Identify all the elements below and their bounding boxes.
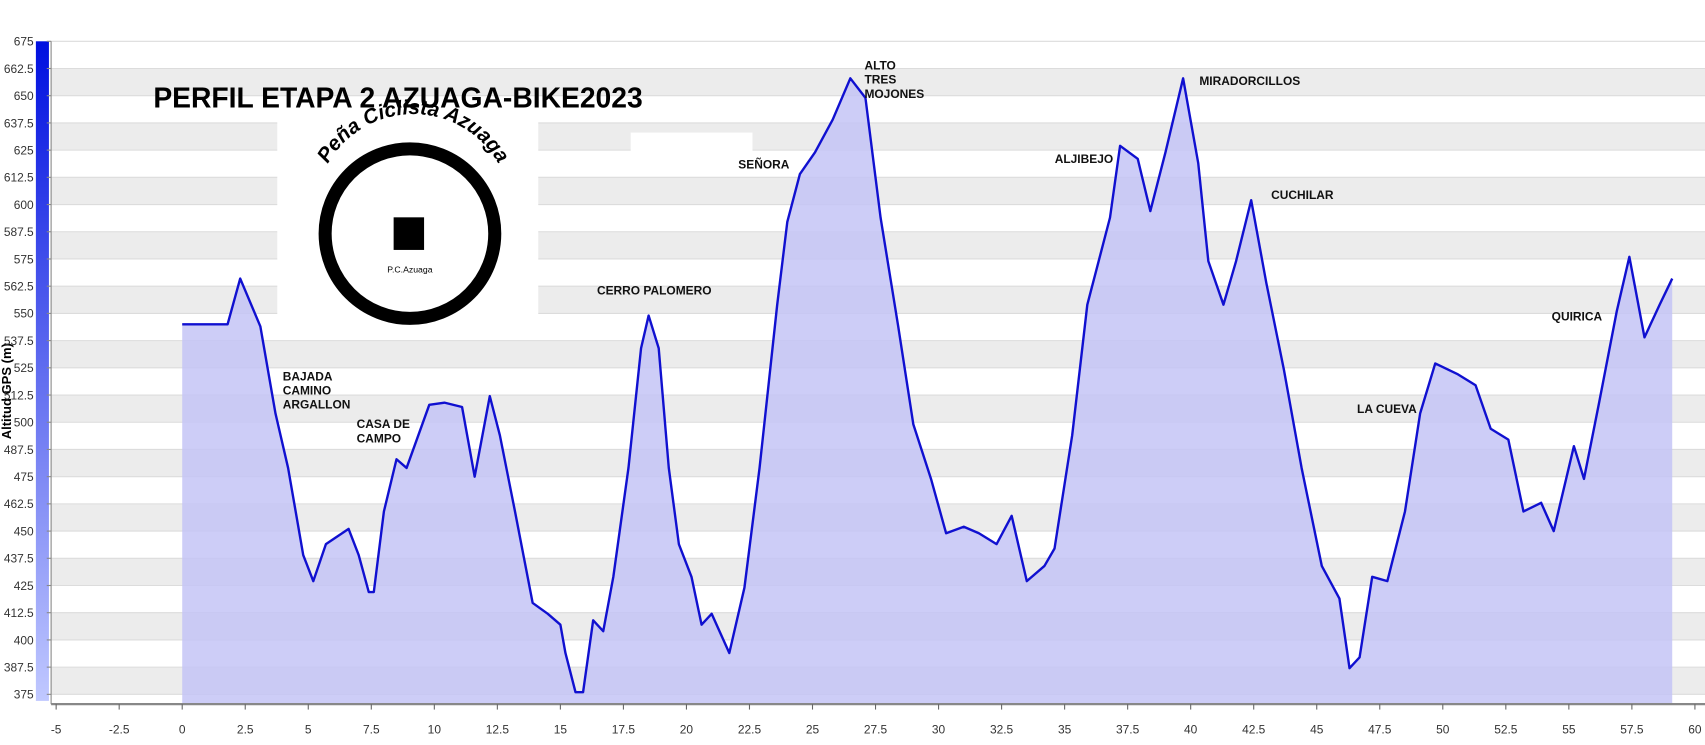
x-tick-label: 10 [428,722,442,736]
x-tick-label: 2.5 [237,722,254,736]
x-tick-label: 50 [1436,722,1450,736]
x-tick-label: 15 [554,722,568,736]
y-tick-label: 400 [14,633,34,647]
y-tick-label: 575 [14,252,34,266]
x-tick-label: 42.5 [1242,722,1266,736]
x-tick-label: 12.5 [486,722,510,736]
x-tick-label: 32.5 [990,722,1014,736]
x-tick-label: -2.5 [109,722,130,736]
y-tick-label: 450 [14,524,34,538]
y-tick-label: 412.5 [4,606,34,620]
annotation: SEÑORA [738,156,789,171]
y-tick-label: 487.5 [4,443,34,457]
annotation: ALTO [864,59,895,73]
y-tick-label: 650 [14,89,34,103]
y-tick-label: 537.5 [4,334,34,348]
blank-box [630,132,753,174]
x-tick-label: 52.5 [1494,722,1518,736]
annotation: LA CUEVA [1357,402,1417,416]
elevation-area [182,78,1673,705]
y-tick-label: 662.5 [4,62,34,76]
logo-short: P.C.Azuaga [387,265,432,275]
annotation: CERRO PALOMERO [597,283,712,297]
annotation: QUIRICA [1552,310,1603,324]
y-tick-label: 425 [14,579,34,593]
grid-band [51,68,1705,96]
elevation-line [182,77,1674,694]
y-tick-label: 600 [14,198,34,212]
y-tick-label: 562.5 [4,280,34,294]
y-tick-label: 512.5 [4,388,34,402]
y-tick-label: 525 [14,361,34,375]
y-tick-label: 587.5 [4,225,34,239]
x-tick-label: 60 [1688,722,1702,736]
y-tick-label: 625 [14,143,34,157]
y-tick-label: 500 [14,416,34,430]
x-tick-label: 30 [932,722,946,736]
x-tick-label: 37.5 [1116,722,1140,736]
x-tick-label: 47.5 [1368,722,1392,736]
y-tick-label: 612.5 [4,171,34,185]
annotation: BAJADA [283,369,333,383]
x-tick-label: 40 [1184,722,1198,736]
annotation: CUCHILAR [1271,188,1334,202]
x-tick-label: 22.5 [738,722,762,736]
y-axis-label: Altitud GPS (m) [0,343,14,439]
y-tick-label: 375 [14,688,34,702]
x-tick-label: 45 [1310,722,1324,736]
y-tick-label: 550 [14,307,34,321]
x-tick-label: 25 [806,722,820,736]
x-tick-label: 20 [680,722,694,736]
y-tick-label: 475 [14,470,34,484]
x-tick-label: 35 [1058,722,1072,736]
x-tick-label: 5 [305,722,312,736]
x-tick-label: 17.5 [612,722,636,736]
annotation: CASA DE [357,417,410,431]
annotation: MIRADORCILLOS [1199,74,1300,88]
logo: Peña Ciclista Azuaga P.C.Azuaga [277,96,539,325]
x-tick-label: 55 [1562,722,1576,736]
annotation: TRES [864,73,896,87]
x-tick-label: 7.5 [363,722,380,736]
annotation: MOJONES [864,87,924,101]
x-tick-label: 0 [179,722,186,736]
logo-tower [393,217,425,250]
annotation: ARGALLON [283,398,351,412]
y-tick-label: 462.5 [4,497,34,511]
y-tick-label: 637.5 [4,116,34,130]
annotation: CAMPO [357,431,401,445]
color-scale [35,41,49,701]
x-tick-label: -5 [51,722,62,736]
annotation: ALJIBEJO [1055,152,1113,166]
x-tick-label: 27.5 [864,722,888,736]
y-tick-label: 675 [14,35,34,49]
y-tick-label: 437.5 [4,552,34,566]
y-tick-label: 387.5 [4,660,34,674]
chart-title: PERFIL ETAPA 2 AZUAGA-BIKE2023 [153,82,642,114]
annotation: CAMINO [283,383,331,397]
x-tick-label: 57.5 [1620,722,1644,736]
